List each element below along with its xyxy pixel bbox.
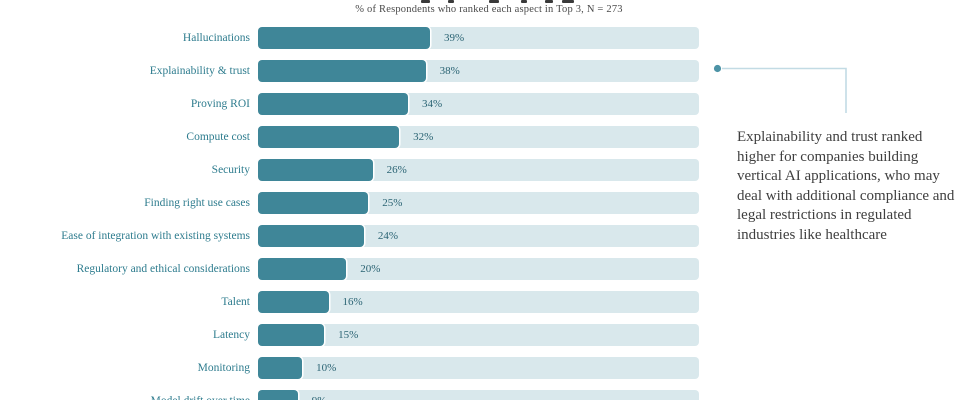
bar-track: 15% (258, 324, 699, 346)
category-label: Regulatory and ethical considerations (76, 263, 250, 275)
bar (258, 60, 426, 82)
category-label: Explainability & trust (149, 65, 250, 77)
chart-subtitle: % of Respondents who ranked each aspect … (355, 4, 623, 15)
bar (258, 225, 364, 247)
category-label: Security (211, 164, 250, 176)
category-label: Monitoring (197, 362, 250, 374)
bar-row: Compute cost 32% (0, 126, 978, 148)
bar (258, 390, 298, 400)
bar-track: 24% (258, 225, 699, 247)
bar-track: 38% (258, 60, 699, 82)
bar-row: Talent 16% (0, 291, 978, 313)
value-label: 15% (338, 329, 359, 341)
bar (258, 357, 303, 379)
category-label: Proving ROI (190, 98, 250, 110)
bar-row: Regulatory and ethical considerations 20% (0, 258, 978, 280)
bar-track: 25% (258, 192, 699, 214)
value-label: 39% (443, 32, 465, 44)
value-label: 10% (316, 362, 337, 374)
clipped-title-fragment (0, 0, 978, 3)
value-label: 34% (421, 98, 443, 110)
bar-track: 10% (258, 357, 699, 379)
bar-row: Ease of integration with existing system… (0, 225, 978, 247)
value-label: 16% (342, 296, 363, 308)
bar-track: 9% (258, 390, 699, 400)
annotation-text: Explainability and trust ranked higher f… (737, 129, 955, 243)
bar-row: Hallucinations 39% (0, 27, 978, 49)
bar-track: 26% (258, 159, 699, 181)
value-label: 32% (413, 131, 434, 143)
value-label: 20% (360, 263, 381, 275)
category-label: Latency (212, 329, 250, 341)
bar-chart: Hallucinations 39% Explainability & trust 3… (0, 27, 978, 400)
bar-row: Proving ROI 34% (0, 93, 978, 115)
bar (258, 27, 430, 49)
value-label: 38% (439, 65, 460, 77)
bar-track: 34% (258, 93, 699, 115)
bar-track: 20% (258, 258, 699, 280)
category-label: Finding right use cases (144, 197, 250, 209)
bar-track: 32% (258, 126, 699, 148)
bar-row: Model drift over time 9% (0, 390, 978, 400)
bar (258, 126, 400, 148)
bar (258, 291, 329, 313)
bar (258, 192, 369, 214)
category-label: Hallucinations (182, 32, 250, 44)
bar-row: Monitoring 10% (0, 357, 978, 379)
bar (258, 93, 408, 115)
bar-track: 16% (258, 291, 699, 313)
bar-row: Explainability & trust 38% (0, 60, 978, 82)
bar (258, 324, 325, 346)
value-label: 25% (382, 197, 403, 209)
bar (258, 159, 373, 181)
value-label: 9% (312, 390, 327, 400)
category-label: Ease of integration with existing system… (61, 230, 250, 242)
bar (258, 258, 347, 280)
bar-row: Finding right use cases 25% (0, 192, 978, 214)
category-label: Compute cost (186, 131, 250, 143)
category-label: Talent (221, 296, 250, 308)
value-label: 24% (377, 230, 398, 242)
category-label: Model drift over time (0, 395, 258, 400)
bar-track: 39% (258, 27, 699, 49)
bar-row: Latency 15% (0, 324, 978, 346)
bar-row: Security 26% (0, 159, 978, 181)
value-label: 26% (386, 164, 407, 176)
